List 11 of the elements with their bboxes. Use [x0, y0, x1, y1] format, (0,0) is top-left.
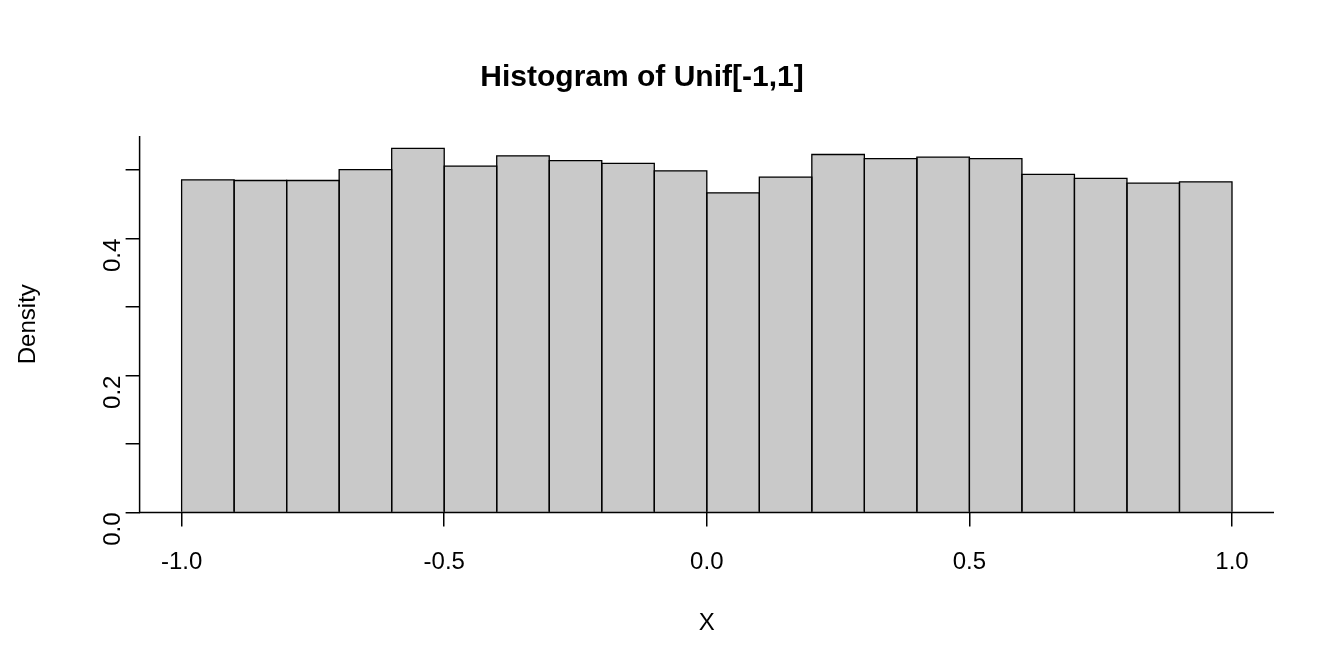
x-tick-label: 0.0 [690, 547, 724, 575]
x-tick-label: -0.5 [423, 547, 465, 575]
x-axis-title: X [698, 608, 715, 636]
y-axis-title: Density [13, 284, 41, 365]
x-tick-label: 1.0 [1215, 547, 1249, 575]
chart-title: Histogram of Unif[-1,1] [480, 59, 804, 93]
x-tick-label: 0.5 [952, 547, 987, 575]
x-tick-label: -1.0 [160, 547, 203, 575]
y-tick-label: 0.4 [98, 238, 126, 273]
y-tick-label: 0.0 [98, 512, 126, 546]
y-tick-label: 0.2 [98, 375, 126, 409]
